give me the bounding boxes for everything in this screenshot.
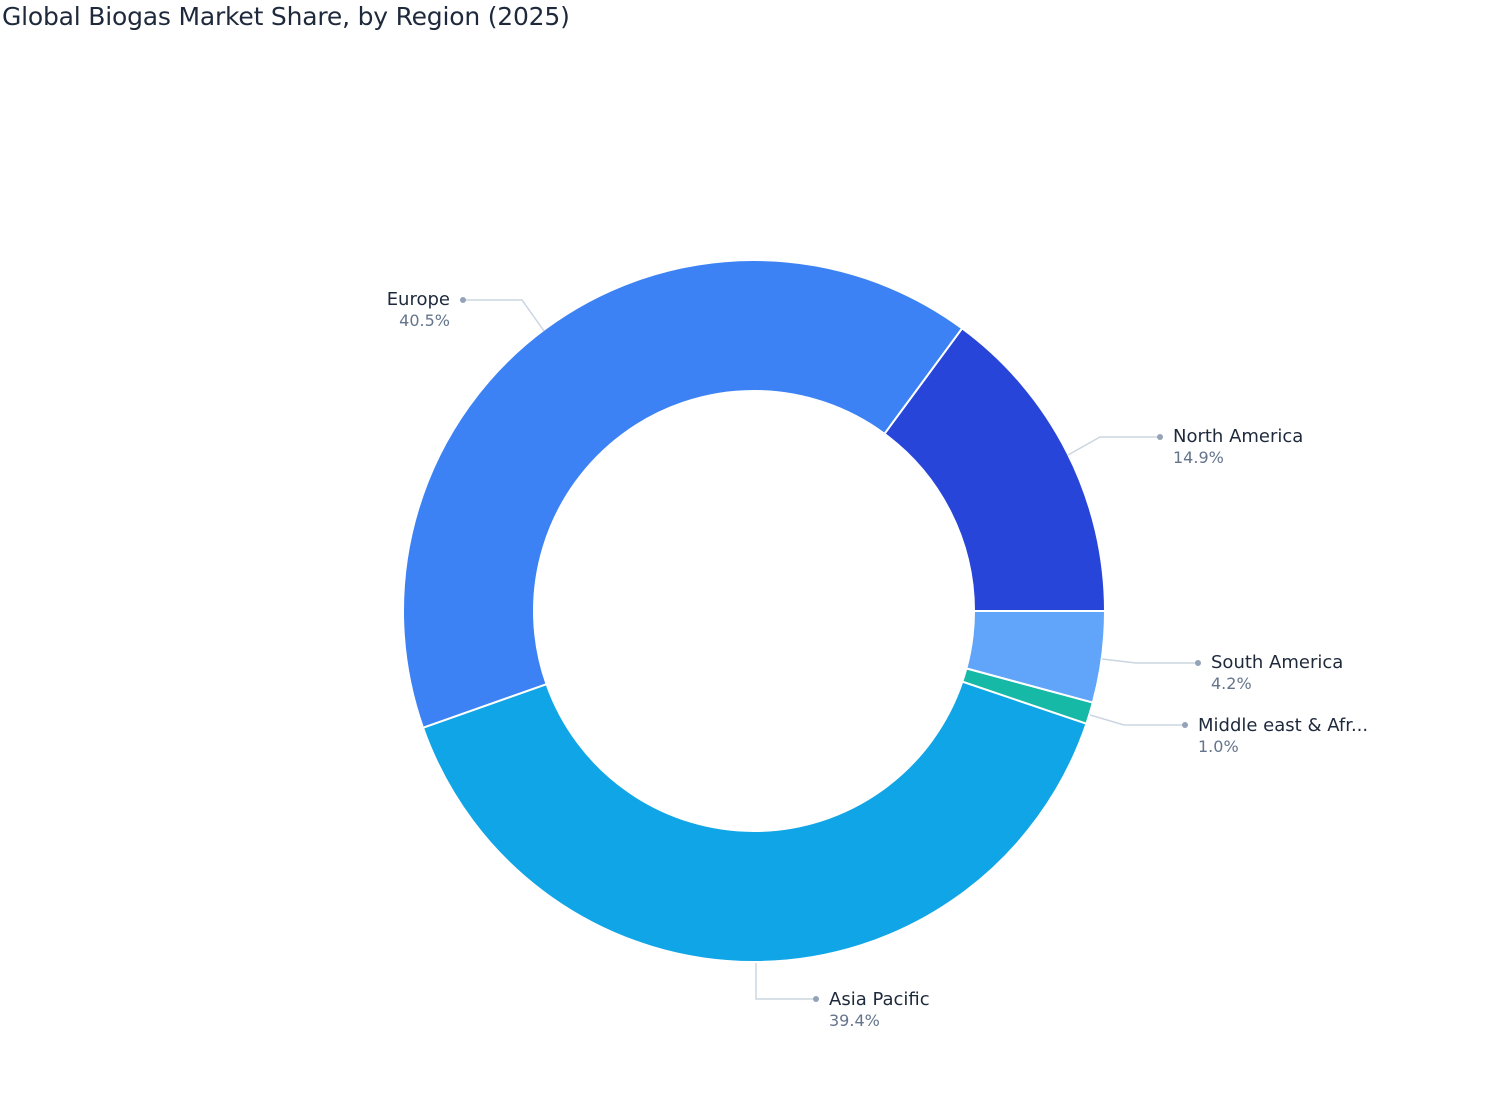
label-middle-east-name: Middle east & Afr... <box>1198 715 1369 736</box>
label-middle-east-africa: Middle east & Afr... 1.0% <box>1198 715 1368 757</box>
leader-line-asia-pacific <box>755 963 816 1000</box>
label-europe: Europe 40.5% <box>387 289 450 331</box>
leader-line-north-america <box>1067 436 1160 456</box>
label-asia-pacific: Asia Pacific 39.4% <box>829 989 930 1031</box>
slice-europe[interactable] <box>402 259 964 730</box>
label-north-america-name: North America <box>1173 426 1304 447</box>
leader-line-europe <box>463 299 545 332</box>
leader-line-south-america <box>1101 658 1198 664</box>
slice-south-america[interactable] <box>965 610 1107 704</box>
label-asia-pacific-name: Asia Pacific <box>829 989 930 1010</box>
label-europe-value: 40.5% <box>399 311 450 330</box>
label-south-america: South America 4.2% <box>1211 652 1343 694</box>
leader-dot-south-america <box>1195 660 1201 666</box>
label-north-america: North America 14.9% <box>1173 426 1303 468</box>
leader-dot-europe <box>460 297 466 303</box>
leader-dot-north-america <box>1157 434 1163 440</box>
label-south-america-name: South America <box>1211 652 1344 673</box>
label-north-america-value: 14.9% <box>1173 448 1224 467</box>
label-middle-east-value: 1.0% <box>1198 737 1239 756</box>
leader-dot-middle-east <box>1182 722 1188 728</box>
label-asia-pacific-value: 39.4% <box>829 1011 880 1030</box>
chart-title: Global Biogas Market Share, by Region (2… <box>2 2 570 31</box>
leader-line-middle-east <box>1089 714 1185 726</box>
leader-dot-asia-pacific <box>813 996 819 1002</box>
donut-slices <box>402 259 1107 963</box>
label-europe-name: Europe <box>386 289 450 310</box>
slice-north-america[interactable] <box>883 326 1107 612</box>
leader-lines <box>463 299 1198 1000</box>
label-south-america-value: 4.2% <box>1211 674 1252 693</box>
slice-asia-pacific[interactable] <box>421 680 1088 963</box>
